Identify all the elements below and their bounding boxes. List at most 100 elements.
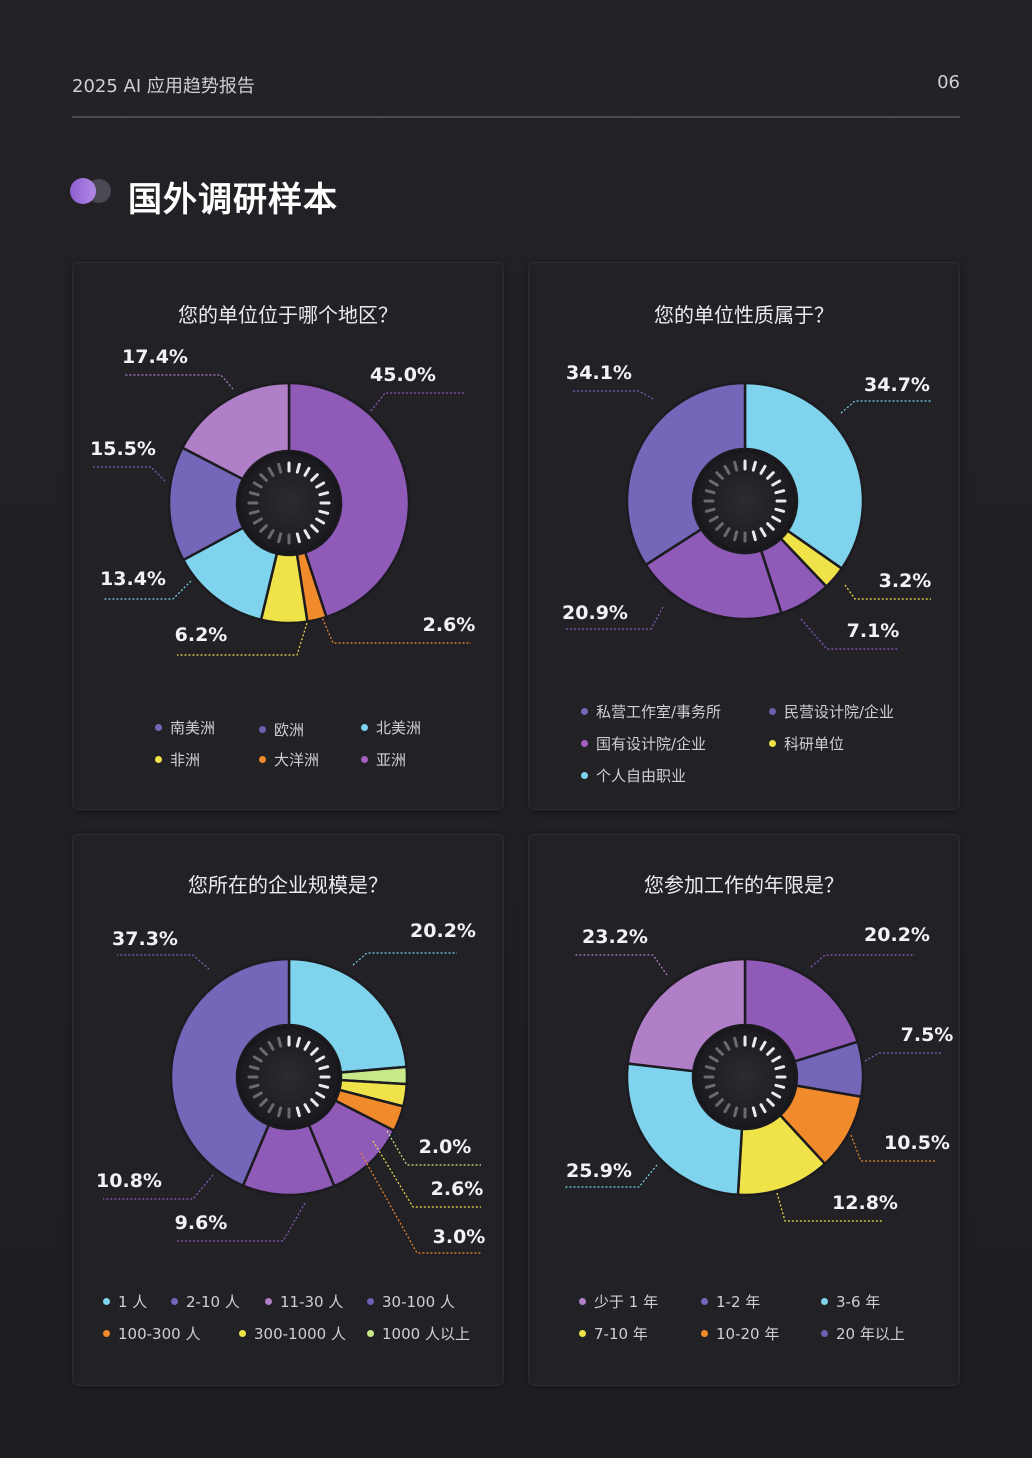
- legend-label: 欧洲: [274, 721, 305, 739]
- legend-label: 科研单位: [784, 735, 845, 753]
- hub-tick: [771, 1055, 782, 1063]
- section-toggle-icon: [70, 178, 111, 204]
- hub-tick: [248, 491, 260, 497]
- hub-tick: [774, 507, 786, 513]
- hub-tick-marks: [703, 459, 787, 543]
- hub-tick: [318, 491, 330, 497]
- hub-tick: [295, 532, 301, 544]
- hub-tick: [723, 464, 731, 475]
- legend-item: 欧洲: [259, 719, 304, 740]
- donut-slice: [169, 957, 291, 1188]
- hub-tick: [252, 481, 263, 489]
- hub-tick: [277, 532, 283, 544]
- donut-slice: [626, 957, 747, 1073]
- legend-item: 30-100 人: [367, 1291, 455, 1312]
- legend-dot-icon: [155, 724, 162, 731]
- leader-line: [370, 392, 465, 412]
- legend-item: 1000 人以上: [367, 1323, 470, 1344]
- leader-line: [840, 400, 931, 414]
- legend-item: 1-2 年: [701, 1291, 760, 1312]
- hub-tick: [277, 462, 283, 474]
- hub-tick: [310, 1098, 319, 1107]
- header-divider: [72, 116, 960, 118]
- value-label: 20.2%: [864, 924, 930, 946]
- value-label: 3.2%: [879, 570, 932, 592]
- donut-chart-region: 45.0% 2.6% 6.2% 13.4% 15.5% 17.4%: [90, 346, 476, 656]
- leader-line: [177, 622, 308, 656]
- donut-chart-org-type: 34.7% 3.2% 7.1% 20.9% 34.1%: [562, 362, 932, 650]
- hub-tick: [723, 1103, 731, 1114]
- legend-label: 20 年以上: [836, 1325, 905, 1343]
- hub-tick: [318, 1065, 330, 1071]
- hub-tick: [303, 1103, 311, 1114]
- hub-tick: [267, 466, 275, 477]
- legend-item: 2-10 人: [171, 1291, 240, 1312]
- hub-tick: [751, 460, 757, 472]
- legend-label: 11-30 人: [280, 1293, 344, 1311]
- legend-label: 1-2 年: [716, 1293, 761, 1311]
- hub-tick: [715, 1047, 724, 1056]
- donut-slice: [287, 957, 408, 1074]
- leader-line: [850, 1134, 935, 1162]
- hub-tick: [315, 481, 326, 489]
- legend-item: 10-20 年: [701, 1323, 779, 1344]
- hub-tick: [310, 524, 319, 533]
- value-label: 9.6%: [175, 1212, 228, 1234]
- hub-tick: [303, 1040, 311, 1051]
- hub-tick: [759, 1040, 767, 1051]
- hub-tick: [303, 529, 311, 540]
- hub-tick: [277, 1036, 283, 1048]
- hub-tick: [295, 462, 301, 474]
- hub-tick: [766, 522, 775, 531]
- hub-tick: [267, 529, 275, 540]
- legend-dot-icon: [769, 708, 776, 715]
- legend-dot-icon: [103, 1330, 110, 1337]
- legend-dot-icon: [259, 756, 266, 763]
- value-label: 3.0%: [433, 1226, 486, 1248]
- legend-label: 南美洲: [170, 719, 216, 737]
- legend-item: 国有设计院/企业: [581, 733, 706, 754]
- legend-label: 个人自由职业: [596, 767, 687, 785]
- legend-item: 北美洲: [361, 717, 421, 738]
- value-label: 2.0%: [419, 1136, 472, 1158]
- legend-item: 300-1000 人: [239, 1323, 346, 1344]
- hub-tick: [759, 1103, 767, 1114]
- hub-tick: [771, 515, 782, 523]
- hub-tick: [318, 1083, 330, 1089]
- legend-item: 南美洲: [155, 717, 215, 738]
- legend-dot-icon: [701, 1298, 708, 1305]
- leader-line: [117, 954, 210, 970]
- hub-tick: [310, 1047, 319, 1056]
- hub-tick: [733, 1036, 739, 1048]
- legend-dot-icon: [581, 772, 588, 779]
- hub-tick: [252, 517, 263, 525]
- donut-chart-company-size: 20.2% 2.0% 2.6% 3.0% 9.6% 10.8% 37.3%: [96, 920, 486, 1254]
- section-title: 国外调研样本: [128, 180, 338, 220]
- hub-tick: [759, 527, 767, 538]
- hub-tick: [295, 1036, 301, 1048]
- hub-tick: [708, 515, 719, 523]
- hub-tick: [708, 479, 719, 487]
- hub-tick-marks: [247, 461, 331, 545]
- legend-label: 大洋洲: [274, 751, 320, 769]
- legend-dot-icon: [155, 756, 162, 763]
- value-label: 37.3%: [112, 928, 178, 950]
- hub-tick: [252, 1091, 263, 1099]
- hub-tick: [766, 1098, 775, 1107]
- legend-item: 私营工作室/事务所: [581, 701, 721, 722]
- hub-tick: [715, 1098, 724, 1107]
- hub-tick: [318, 509, 330, 515]
- hub-tick: [774, 1065, 786, 1071]
- hub-tick: [751, 530, 757, 542]
- legend-dot-icon: [171, 1298, 178, 1305]
- hub-tick: [774, 1083, 786, 1089]
- legend-dot-icon: [239, 1330, 246, 1337]
- hub-tick: [277, 1106, 283, 1118]
- value-label: 2.6%: [423, 614, 476, 636]
- legend-dot-icon: [701, 1330, 708, 1337]
- value-label: 23.2%: [582, 926, 648, 948]
- hub-tick: [303, 466, 311, 477]
- value-label: 13.4%: [100, 568, 166, 590]
- report-title: 2025 AI 应用趋势报告: [72, 76, 255, 97]
- donut-slice: [625, 381, 747, 567]
